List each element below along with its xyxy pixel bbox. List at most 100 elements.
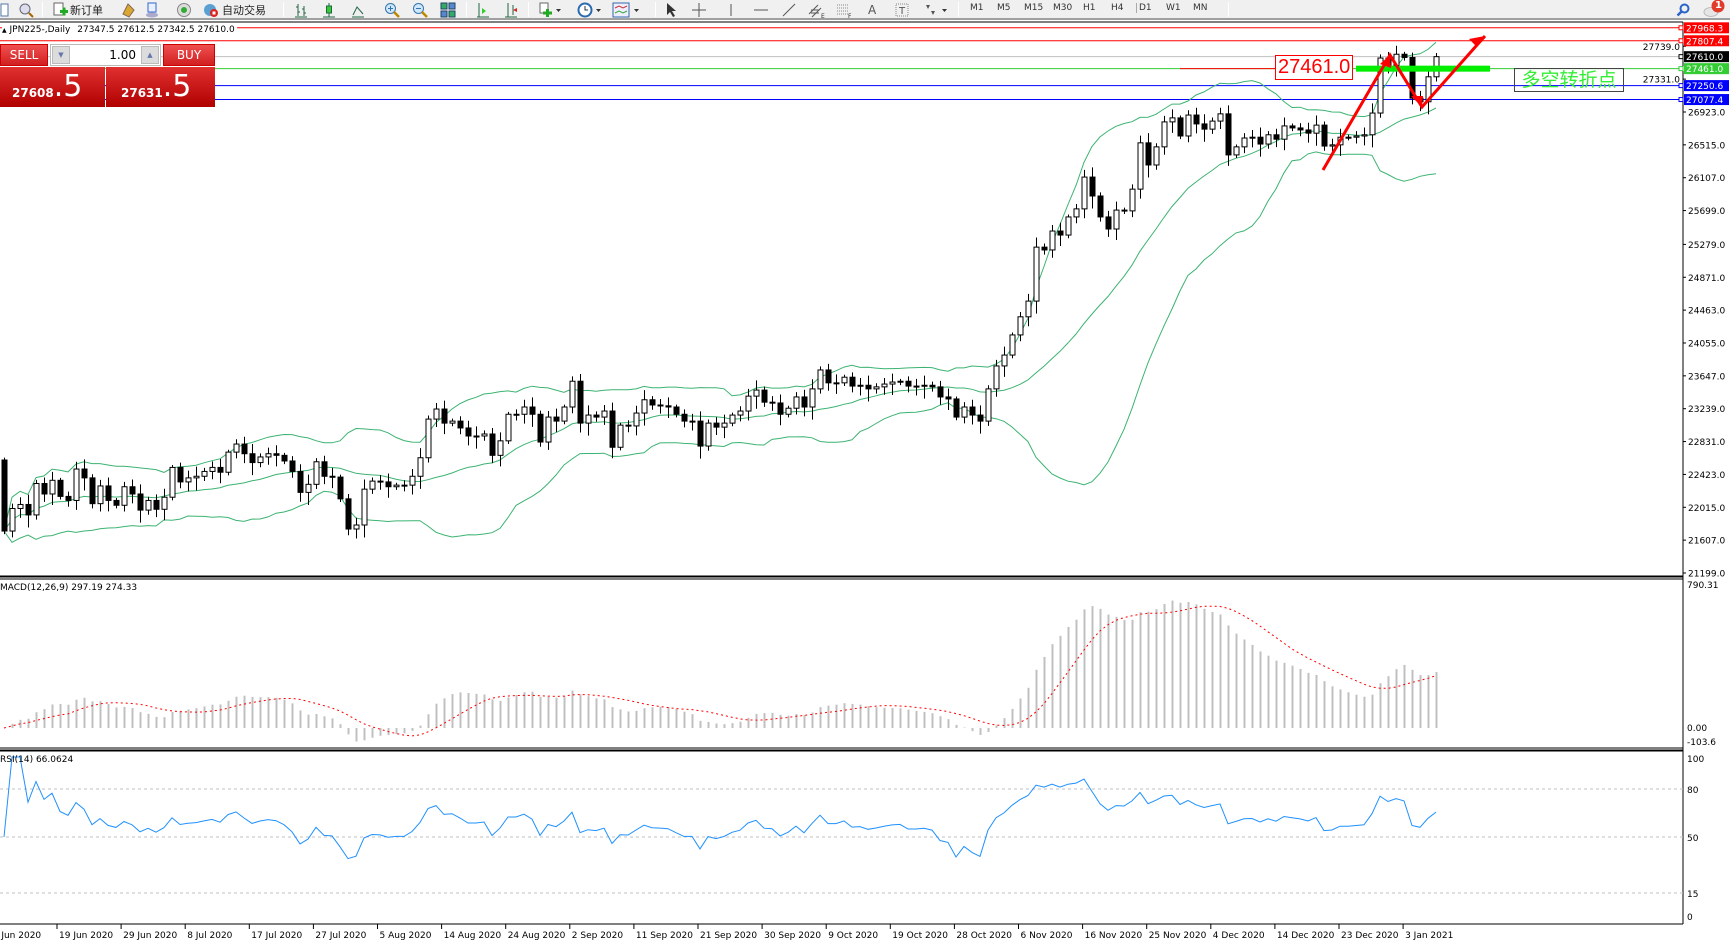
candle-body-bull	[449, 420, 456, 424]
price-tick-label: 24463.0	[1688, 307, 1725, 317]
candle	[1297, 123, 1304, 137]
candle-body-bear	[657, 404, 664, 407]
timeframe-d1[interactable]: D1	[1136, 3, 1152, 13]
sell-price-button[interactable]: 27608 .5	[0, 67, 105, 107]
candle-body-bull	[1265, 134, 1272, 145]
candle	[329, 467, 336, 489]
candle	[1289, 123, 1296, 132]
text-tool-icon[interactable]: A	[868, 2, 877, 17]
timeframe-m15[interactable]: M15	[1024, 3, 1044, 13]
date-tick-label: 23 Dec 2020	[1341, 931, 1399, 941]
auto-scroll-icon[interactable]	[476, 1, 490, 18]
lot-increase-button[interactable]: ▲	[141, 46, 159, 64]
bar-chart-icon[interactable]	[294, 1, 308, 18]
candle	[985, 385, 992, 426]
candle	[417, 448, 424, 489]
price-label-annotation[interactable]: 27461.0	[1275, 55, 1354, 80]
arrowhead-icon	[1380, 55, 1391, 68]
candle	[961, 402, 968, 424]
indicators-dropdown[interactable]	[538, 1, 562, 18]
candlestick-chart-icon[interactable]	[322, 1, 336, 18]
timeframe-m5[interactable]: M5	[997, 3, 1011, 13]
timeframe-w1[interactable]: W1	[1166, 3, 1181, 13]
lot-size-input[interactable]: ▼ 1.00 ▲	[50, 44, 161, 66]
date-tick-label: 8 Jul 2020	[187, 931, 232, 941]
candle-body-bull	[521, 406, 528, 415]
zoom-in-icon[interactable]	[384, 1, 400, 18]
candle	[1169, 109, 1176, 133]
candle-body-bear	[217, 466, 224, 473]
text-label-tool-icon[interactable]: T	[895, 1, 909, 18]
market-watch-icon[interactable]	[120, 1, 136, 18]
candle-body-bear	[665, 405, 672, 408]
candle-body-bull	[585, 414, 592, 424]
navigator-icon[interactable]	[176, 1, 192, 18]
candle-body-bear	[625, 424, 632, 427]
lot-decrease-button[interactable]: ▼	[52, 46, 70, 64]
candle	[433, 402, 440, 427]
arrows-dropdown[interactable]	[922, 1, 950, 18]
date-tick-label: 24 Aug 2020	[508, 931, 566, 941]
timeframe-m1[interactable]: M1	[970, 3, 984, 13]
candle-body-bear	[1321, 124, 1328, 147]
timeframe-mn[interactable]: MN	[1193, 3, 1208, 13]
chat-bubble-icon	[1703, 0, 1725, 17]
toolbar: 新订单 自动交易 E F A T M1 M5 M15 M30 H1 H4 D1 …	[0, 0, 1730, 20]
cursor-tool-icon[interactable]	[665, 1, 677, 18]
horizontal-line-tool-icon[interactable]	[753, 1, 769, 18]
crosshair-tool-icon[interactable]	[691, 1, 707, 18]
chart-zoom-icon[interactable]	[18, 1, 34, 18]
fibonacci-tool-icon[interactable]: F	[836, 1, 854, 18]
level-price-box	[1684, 51, 1729, 63]
trendline-tool-icon[interactable]	[781, 1, 797, 18]
equidistant-channel-tool-icon[interactable]: E	[808, 1, 826, 18]
search-icon[interactable]	[1676, 1, 1690, 18]
tile-windows-icon[interactable]	[440, 1, 456, 18]
periodicity-dropdown[interactable]	[577, 1, 603, 18]
candle-body-bull	[505, 413, 512, 442]
candle	[1305, 122, 1312, 143]
candle	[481, 430, 488, 441]
candle	[217, 458, 224, 484]
candle-body-bull	[833, 382, 840, 385]
collapse-triangle-icon[interactable]: ▲	[2, 27, 7, 34]
candle	[129, 479, 136, 504]
candle	[1257, 127, 1264, 157]
candle-body-bull	[633, 412, 640, 427]
candle	[81, 459, 88, 491]
candle	[545, 411, 552, 450]
chart-shift-icon[interactable]	[504, 1, 518, 18]
candle-body-bear	[441, 408, 448, 424]
candle-body-bear	[1289, 125, 1296, 129]
buy-button[interactable]: BUY	[163, 44, 215, 66]
lot-size-value[interactable]: 1.00	[109, 48, 136, 62]
text-label-annotation[interactable]: 多空转折点	[1514, 68, 1624, 92]
candle-body-bear	[673, 406, 680, 415]
candle	[697, 411, 704, 459]
zoom-out-icon[interactable]	[412, 1, 428, 18]
sell-button[interactable]: SELL	[0, 44, 48, 66]
candle	[465, 420, 472, 446]
pivot-marker-bar	[1356, 65, 1490, 72]
price-tick-label: 26107.0	[1688, 174, 1725, 184]
candle-body-bear	[65, 495, 72, 501]
candle-body-bull	[1377, 57, 1384, 114]
candle	[185, 470, 192, 492]
data-window-icon[interactable]	[144, 1, 160, 18]
candle-body-bear	[1193, 114, 1200, 125]
new-order-button[interactable]: 新订单	[52, 1, 103, 18]
document-icon[interactable]	[0, 1, 10, 18]
auto-trading-button[interactable]: 自动交易	[202, 1, 266, 18]
line-chart-icon[interactable]	[351, 1, 365, 18]
notifications-button[interactable]: 1	[1702, 0, 1728, 17]
candle-body-bull	[145, 499, 152, 511]
timeframe-h1[interactable]: H1	[1083, 3, 1096, 13]
candle-body-bear	[1057, 230, 1064, 236]
timeframe-m30[interactable]: M30	[1053, 3, 1073, 13]
buy-price-button[interactable]: 27631 .5	[106, 67, 215, 107]
templates-dropdown[interactable]	[612, 1, 642, 18]
candle	[1177, 115, 1184, 140]
vertical-line-tool-icon[interactable]	[728, 1, 734, 18]
timeframe-h4[interactable]: H4	[1111, 3, 1124, 13]
